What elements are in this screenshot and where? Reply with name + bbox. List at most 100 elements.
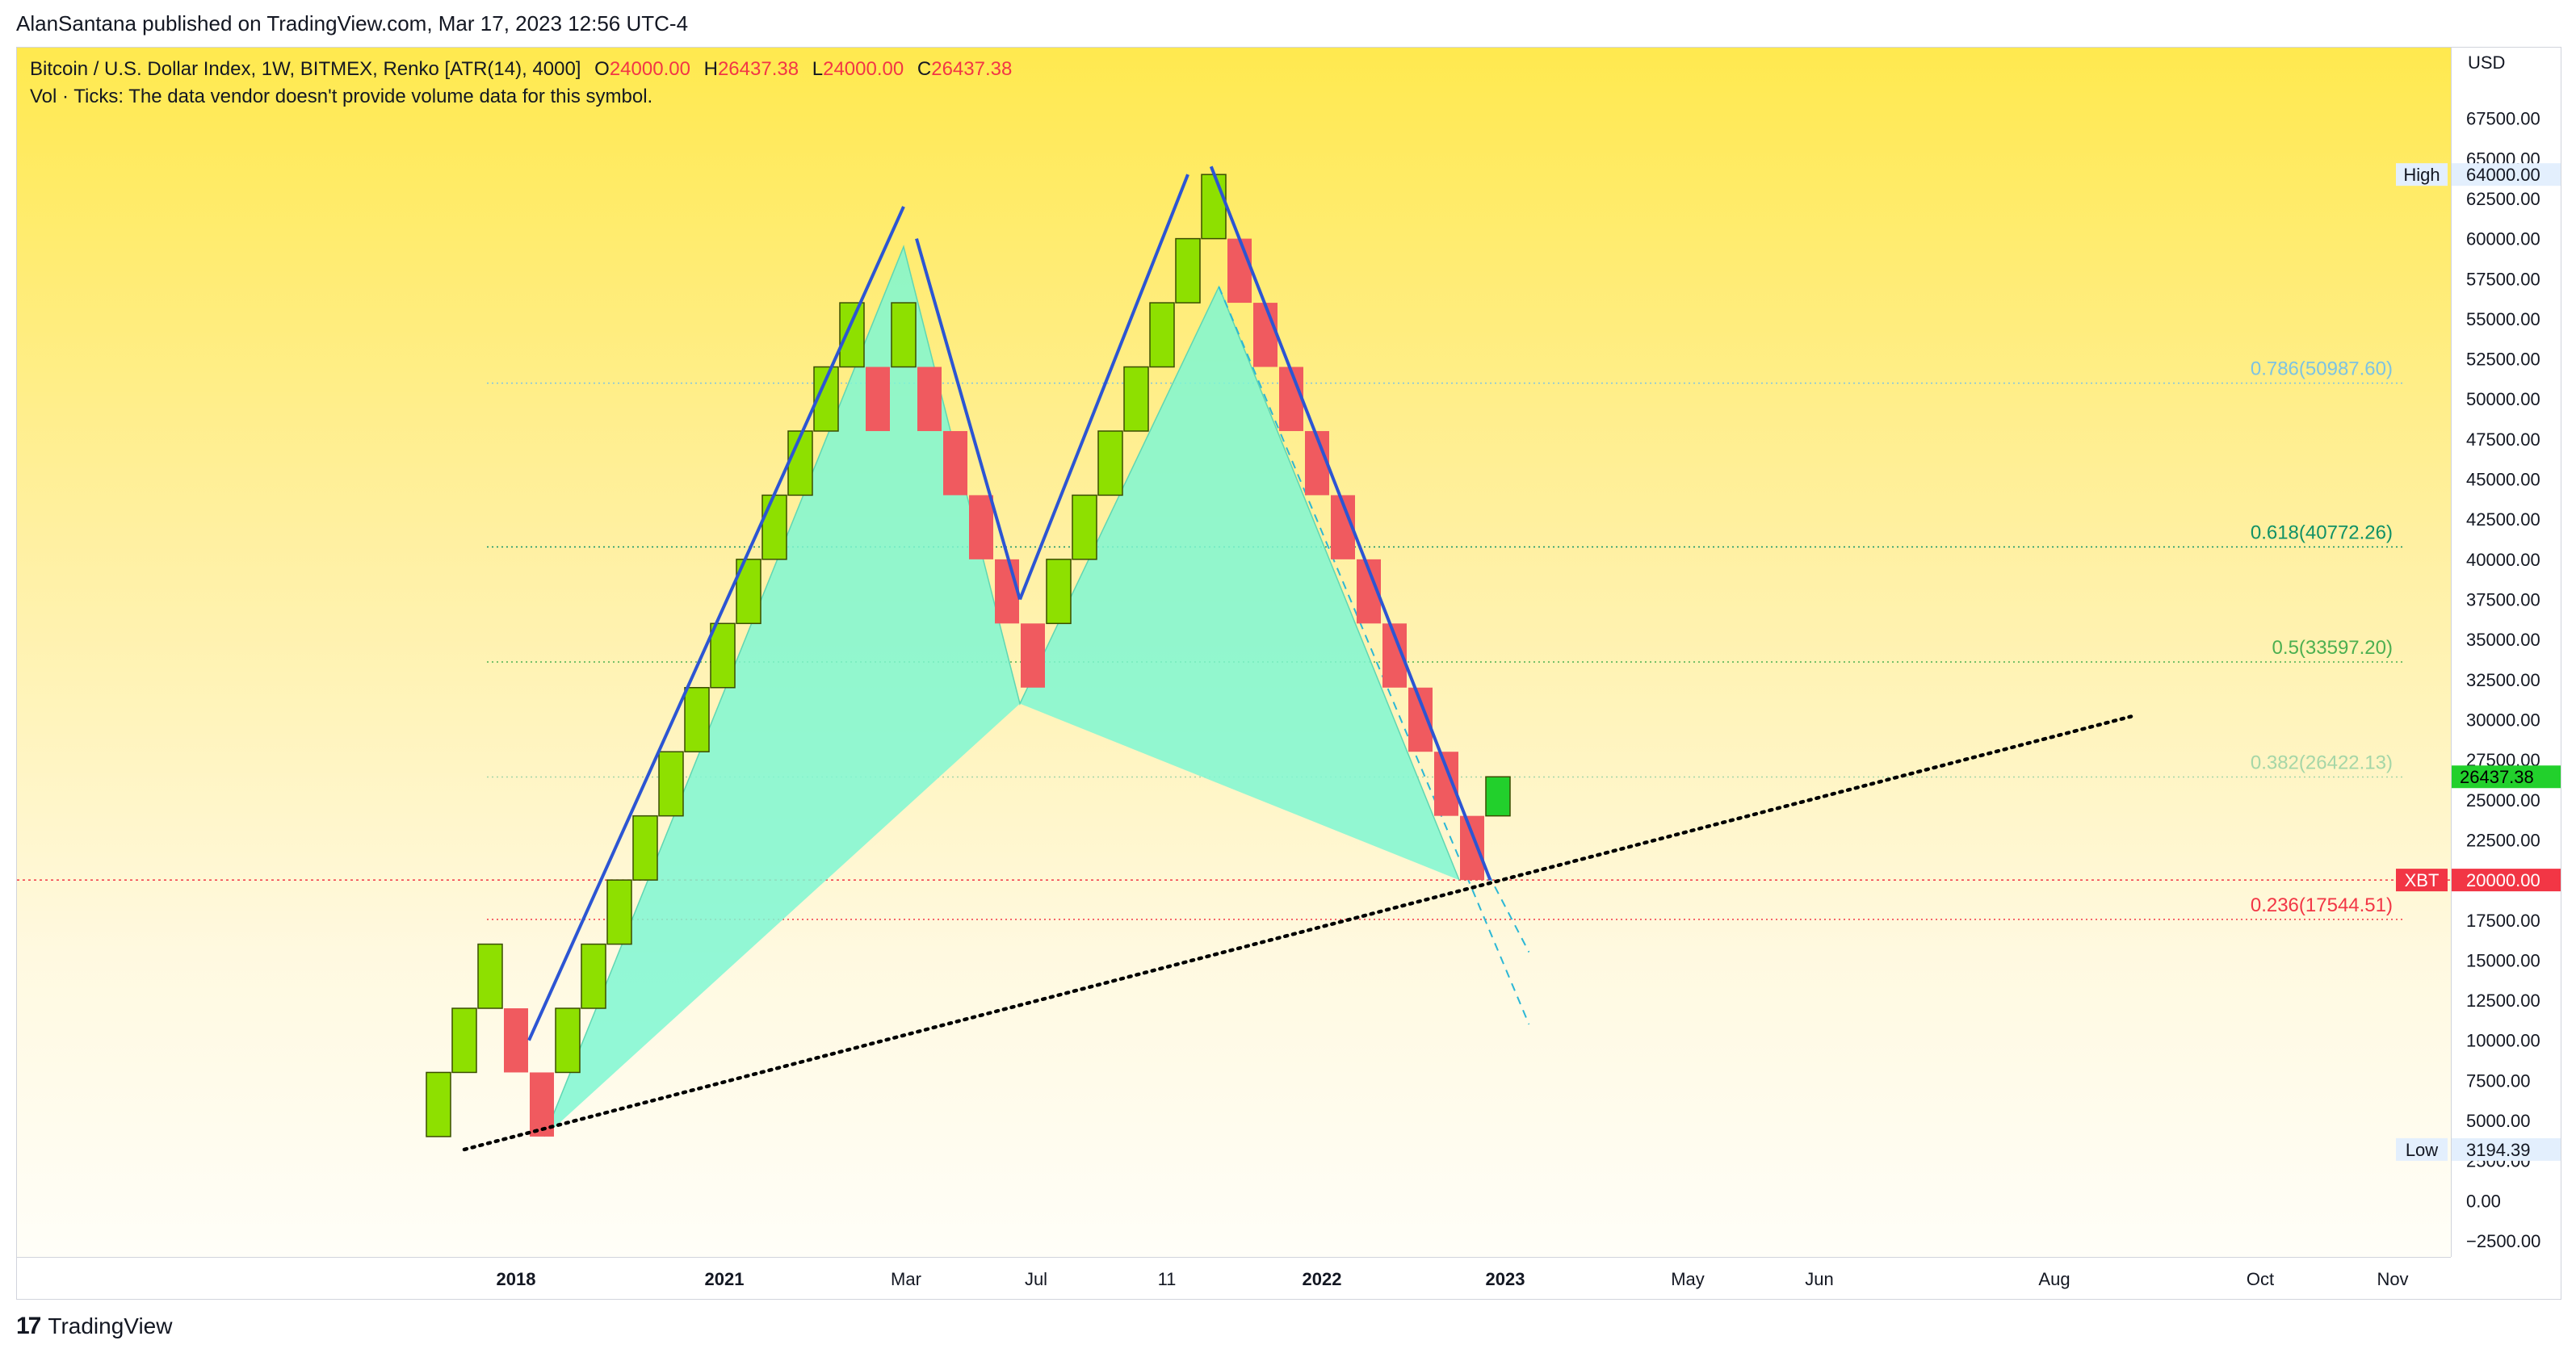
price-scale-svg: USD67500.0065000.0062500.0060000.0057500…	[2452, 52, 2561, 1251]
renko-brick-down	[504, 1008, 528, 1073]
fib-level-label-0.236: 0.236(17544.51)	[2251, 894, 2393, 916]
renko-brick-up	[581, 943, 606, 1009]
renko-brick-up	[451, 1007, 477, 1074]
price-tick-label: 60000.00	[2466, 229, 2540, 249]
legend-open-label: O	[594, 58, 610, 80]
trend-line-1	[527, 206, 905, 1041]
renko-brick-up	[1097, 430, 1123, 496]
renko-brick-down	[1434, 752, 1458, 816]
renko-brick-up	[787, 430, 813, 496]
price-tag-xbt: XBT	[2405, 870, 2440, 890]
legend-close-value: 26437.38	[931, 58, 1013, 80]
time-tick-label: 2018	[497, 1269, 536, 1289]
renko-brick-up	[710, 622, 736, 689]
renko-brick-up	[1123, 366, 1149, 432]
fib-level-label-0.618: 0.618(40772.26)	[2251, 522, 2393, 544]
legend-symbol[interactable]: Bitcoin / U.S. Dollar Index, 1W, BITMEX,…	[30, 58, 581, 80]
legend-open-value: 24000.00	[609, 58, 690, 80]
renko-brick-up	[839, 302, 865, 368]
legend-high-value: 26437.38	[717, 58, 799, 80]
price-tick-label: 0.00	[2466, 1191, 2501, 1211]
renko-brick-up	[606, 879, 632, 945]
current-price-label: 26437.38	[2460, 767, 2534, 787]
time-tick-label: 2023	[1486, 1269, 1525, 1289]
renko-brick-up	[1072, 494, 1097, 560]
price-tick-label: 30000.00	[2466, 710, 2540, 730]
price-tick-label: 57500.00	[2466, 269, 2540, 289]
renko-brick-up	[891, 302, 917, 368]
renko-brick-up	[1149, 302, 1175, 368]
price-tick-label: 7500.00	[2466, 1070, 2531, 1091]
time-tick-label: 11	[1158, 1269, 1177, 1289]
time-tick-label: Nov	[2377, 1269, 2408, 1289]
renko-brick-up	[1201, 174, 1227, 240]
renko-brick-up	[1175, 237, 1201, 304]
price-scale[interactable]: USD 67500.00 65000.00 62500.00 60000.00 57500…	[2451, 48, 2561, 1257]
time-tick-label: Jun	[1805, 1269, 1833, 1289]
price-tag-bg-xbt	[2396, 869, 2448, 892]
price-tick-label: 52500.00	[2466, 350, 2540, 370]
tradingview-logo-icon: 17	[16, 1313, 41, 1339]
price-tick-label: 67500.00	[2466, 109, 2540, 129]
time-scale-svg: 2018 2021 Mar Jul 11 2022 2023 May Jun Aug Oct Nov	[497, 1269, 2409, 1289]
price-badge-value-low: 3194.39	[2466, 1140, 2531, 1160]
price-tick-label: 5000.00	[2466, 1111, 2531, 1131]
price-tick-label: 35000.00	[2466, 630, 2540, 650]
fib-level-label-0.786: 0.786(50987.60)	[2251, 358, 2393, 380]
price-tick-label: 62500.00	[2466, 189, 2540, 209]
footer: 17 TradingView	[16, 1313, 172, 1340]
trend-line-4	[1209, 165, 1492, 881]
price-tick-label: 50000.00	[2466, 389, 2540, 409]
renko-brick-up	[684, 687, 710, 752]
renko-brick-down	[866, 367, 890, 431]
price-tick-label: −2500.00	[2466, 1231, 2540, 1251]
legend-volume-row: Vol · Ticks: The data vendor doesn't pro…	[30, 86, 653, 107]
renko-brick-up	[555, 1007, 581, 1074]
price-tag-bg-high	[2396, 163, 2448, 186]
time-tick-label: Oct	[2247, 1269, 2274, 1289]
price-tag-high: High	[2403, 165, 2440, 185]
chart-frame[interactable]: 0.786(50987.60) 0.618(40772.26) 0.5(33597.…	[16, 47, 2561, 1300]
legend-close-label: C	[917, 58, 932, 80]
renko-brick-up	[477, 943, 503, 1009]
time-tick-label: Mar	[891, 1269, 921, 1289]
alert-price-label: 20000.00	[2466, 870, 2540, 890]
price-badge-low	[2452, 1137, 2561, 1161]
fib-level-label-0.382: 0.382(26422.13)	[2251, 752, 2393, 774]
time-tick-label: Aug	[2038, 1269, 2070, 1289]
price-tick-label: 32500.00	[2466, 670, 2540, 690]
renko-brick-up	[426, 1071, 451, 1137]
alert-price-badge	[2452, 869, 2561, 892]
renko-brick-up	[632, 815, 658, 881]
price-tick-label: 10000.00	[2466, 1031, 2540, 1051]
price-tick-label: 45000.00	[2466, 470, 2540, 490]
renko-brick-down	[917, 367, 942, 431]
renko-brick-up	[1485, 776, 1511, 817]
fib-level-label-0.5: 0.5(33597.20)	[2272, 637, 2393, 659]
publisher-line: AlanSantana published on TradingView.com…	[16, 11, 689, 36]
renko-brick-up	[658, 751, 684, 817]
price-tick-label: 37500.00	[2466, 590, 2540, 610]
price-tag-bg-low	[2396, 1137, 2448, 1161]
renko-brick-down	[969, 495, 993, 559]
time-scale[interactable]: 2018 2021 Mar Jul 11 2022 2023 May Jun Aug Oct Nov	[17, 1257, 2451, 1299]
price-tick-label: 25000.00	[2466, 790, 2540, 811]
price-tick-label: 55000.00	[2466, 309, 2540, 329]
renko-brick-down	[1253, 303, 1278, 367]
trend-line-2	[915, 238, 1022, 601]
footer-brand: TradingView	[48, 1313, 173, 1338]
renko-brick-down	[1021, 623, 1045, 688]
price-scale-currency: USD	[2468, 52, 2505, 73]
publisher-bar: AlanSantana published on TradingView.com…	[0, 0, 2576, 48]
plot-area[interactable]: 0.786(50987.60) 0.618(40772.26) 0.5(33597.…	[17, 48, 2451, 1257]
current-price-badge	[2452, 765, 2561, 789]
harmonic-pattern-xab	[544, 246, 1020, 1137]
renko-brick-down	[1460, 815, 1484, 881]
chart-legend: Bitcoin / U.S. Dollar Index, 1W, BITMEX,…	[30, 56, 1012, 111]
price-tick-label: 12500.00	[2466, 991, 2540, 1011]
harmonic-pattern-bcd	[1020, 287, 1459, 881]
projection-line-1	[1218, 286, 1530, 1025]
legend-high-label: H	[703, 58, 718, 80]
legend-symbol-row: Bitcoin / U.S. Dollar Index, 1W, BITMEX,…	[30, 56, 1012, 83]
chart-svg[interactable]: 0.786(50987.60) 0.618(40772.26) 0.5(33597.…	[17, 48, 2451, 1257]
